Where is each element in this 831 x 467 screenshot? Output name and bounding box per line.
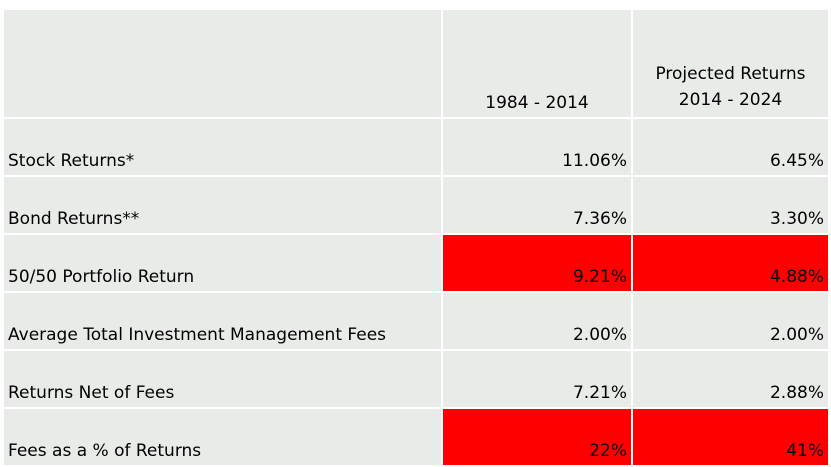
row-label: Stock Returns* [4,118,443,177]
historical-value: 9.21% [442,234,633,293]
header-projected-title: Projected Returns [655,64,806,84]
table-row-fees-percent: Fees as a % of Returns 22% 41% [4,408,828,467]
table-row-stock-returns: Stock Returns* 11.06% 6.45% [4,118,828,177]
row-label: Average Total Investment Management Fees [4,292,443,351]
returns-comparison-table: 1984 - 2014 Projected Returns 2014 - 202… [4,10,828,467]
header-projected-years: 2014 - 2024 [678,90,783,110]
row-label: Bond Returns** [4,176,443,235]
projected-value: 6.45% [632,118,828,177]
table-row-net-returns: Returns Net of Fees 7.21% 2.88% [4,350,828,409]
historical-value: 7.36% [442,176,633,235]
historical-value: 11.06% [442,118,633,177]
header-historical-period: 1984 - 2014 [442,10,633,119]
row-label: Returns Net of Fees [4,350,443,409]
row-label: Fees as a % of Returns [4,408,443,467]
projected-value: 2.88% [632,350,828,409]
table-row-portfolio-return: 50/50 Portfolio Return 9.21% 4.88% [4,234,828,293]
header-projected-period: Projected Returns 2014 - 2024 [632,10,828,119]
table-row-management-fees: Average Total Investment Management Fees… [4,292,828,351]
table-row-bond-returns: Bond Returns** 7.36% 3.30% [4,176,828,235]
header-label-cell [4,10,443,119]
projected-value: 41% [632,408,828,467]
historical-value: 7.21% [442,350,633,409]
projected-value: 4.88% [632,234,828,293]
row-label: 50/50 Portfolio Return [4,234,443,293]
projected-value: 2.00% [632,292,828,351]
historical-value: 22% [442,408,633,467]
projected-value: 3.30% [632,176,828,235]
table-header-row: 1984 - 2014 Projected Returns 2014 - 202… [4,10,828,119]
historical-value: 2.00% [442,292,633,351]
